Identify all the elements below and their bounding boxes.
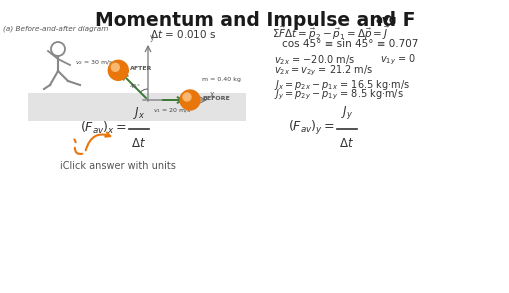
Text: Momentum and Impulse and F: Momentum and Impulse and F (95, 11, 415, 30)
Text: BEFORE: BEFORE (202, 96, 230, 100)
Text: avg: avg (376, 15, 398, 25)
FancyArrowPatch shape (74, 139, 75, 142)
Text: $v_1$ = 20 m/s: $v_1$ = 20 m/s (153, 106, 191, 115)
Text: $J_y = p_{2y} - p_{1y}$ = 8.5 kg·m/s: $J_y = p_{2y} - p_{1y}$ = 8.5 kg·m/s (274, 88, 404, 102)
Text: cos 45° ≡ sin 45° ≡ 0.707: cos 45° ≡ sin 45° ≡ 0.707 (282, 39, 418, 49)
Text: $\Delta t$: $\Delta t$ (340, 137, 354, 150)
Bar (28, 93, 246, 121)
Text: $v_{2x} = v_{2y}$ = 21.2 m/s: $v_{2x} = v_{2y}$ = 21.2 m/s (274, 64, 373, 79)
Text: $v_{1y}$ = 0: $v_{1y}$ = 0 (380, 53, 416, 67)
Text: AFTER: AFTER (130, 66, 153, 71)
FancyArrowPatch shape (86, 132, 110, 150)
Circle shape (183, 93, 191, 101)
Text: 45°: 45° (129, 84, 140, 89)
Text: $v_{2x}$ = −20.0 m/s: $v_{2x}$ = −20.0 m/s (274, 53, 355, 67)
Circle shape (111, 63, 119, 71)
Text: $J_x = p_{2x} - p_{1x}$ = 16.5 kg·m/s: $J_x = p_{2x} - p_{1x}$ = 16.5 kg·m/s (274, 78, 410, 92)
Circle shape (180, 90, 200, 110)
Text: $J_x$: $J_x$ (133, 105, 145, 121)
Text: $\Sigma\vec{F}\Delta t = \vec{p}_2 - \vec{p}_1 = \Delta\vec{p} = \vec{J}$: $\Sigma\vec{F}\Delta t = \vec{p}_2 - \ve… (272, 25, 390, 42)
Text: $v_2$ = 30 m/s: $v_2$ = 30 m/s (75, 59, 115, 67)
Text: m = 0.40 kg: m = 0.40 kg (202, 77, 241, 82)
Text: y: y (150, 33, 155, 42)
Text: $(F_{av})_y=$: $(F_{av})_y=$ (288, 119, 335, 137)
Text: (a) Before-and-after diagram: (a) Before-and-after diagram (3, 25, 108, 32)
Text: x: x (210, 90, 214, 99)
FancyArrowPatch shape (75, 148, 82, 154)
Text: $(F_{av})_x=$: $(F_{av})_x=$ (80, 120, 127, 136)
Text: $J_y$: $J_y$ (341, 104, 353, 121)
Text: $\Delta t$: $\Delta t$ (131, 137, 147, 150)
Circle shape (108, 60, 128, 80)
Text: iClick answer with units: iClick answer with units (60, 161, 176, 171)
Text: $\mathit{\Delta t}$ = 0.010 s: $\mathit{\Delta t}$ = 0.010 s (150, 28, 216, 40)
